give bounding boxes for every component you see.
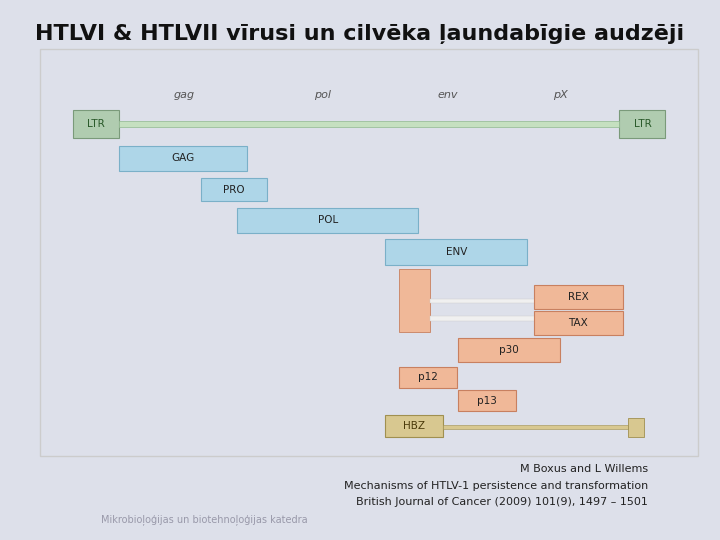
Text: Mechanisms of HTLV-1 persistence and transformation: Mechanisms of HTLV-1 persistence and tra… <box>343 481 648 491</box>
Text: Mikrobioļoģijas un biotehnoļoģijas katedra: Mikrobioļoģijas un biotehnoļoģijas kated… <box>101 514 307 525</box>
Bar <box>385 239 527 265</box>
Bar <box>73 110 119 138</box>
Text: M Boxus and L Willems: M Boxus and L Willems <box>520 464 648 475</box>
Text: LTR: LTR <box>86 119 104 129</box>
Text: pol: pol <box>315 90 331 99</box>
Bar <box>444 426 628 429</box>
Bar <box>399 367 456 388</box>
Text: REX: REX <box>568 292 588 302</box>
Text: p30: p30 <box>499 345 519 355</box>
Bar <box>119 121 619 127</box>
Text: TAX: TAX <box>568 318 588 328</box>
Text: ENV: ENV <box>446 247 467 257</box>
Text: PRO: PRO <box>223 185 245 194</box>
Bar <box>534 311 623 335</box>
Text: GAG: GAG <box>171 153 194 163</box>
Text: gag: gag <box>174 90 195 99</box>
Bar <box>119 146 247 171</box>
Text: HTLVI & HTLVII vīrusi un cilvēka ļaundabīgie audzēji: HTLVI & HTLVII vīrusi un cilvēka ļaundab… <box>35 24 685 44</box>
Text: p12: p12 <box>418 372 438 382</box>
Text: env: env <box>438 90 459 99</box>
Bar <box>399 269 431 332</box>
Bar <box>431 316 562 321</box>
Bar <box>628 418 644 437</box>
Text: British Journal of Cancer (2009) 101(9), 1497 – 1501: British Journal of Cancer (2009) 101(9),… <box>356 497 648 507</box>
Text: LTR: LTR <box>634 119 652 129</box>
Bar <box>534 285 623 309</box>
Bar <box>431 299 562 303</box>
Bar <box>619 110 665 138</box>
Bar <box>458 390 516 411</box>
Bar <box>238 207 418 233</box>
Text: pX: pX <box>553 90 567 99</box>
Bar <box>201 178 267 201</box>
Text: HBZ: HBZ <box>403 421 426 431</box>
Text: p13: p13 <box>477 396 497 406</box>
Text: POL: POL <box>318 215 338 225</box>
Bar <box>385 415 444 437</box>
Bar <box>458 338 560 362</box>
